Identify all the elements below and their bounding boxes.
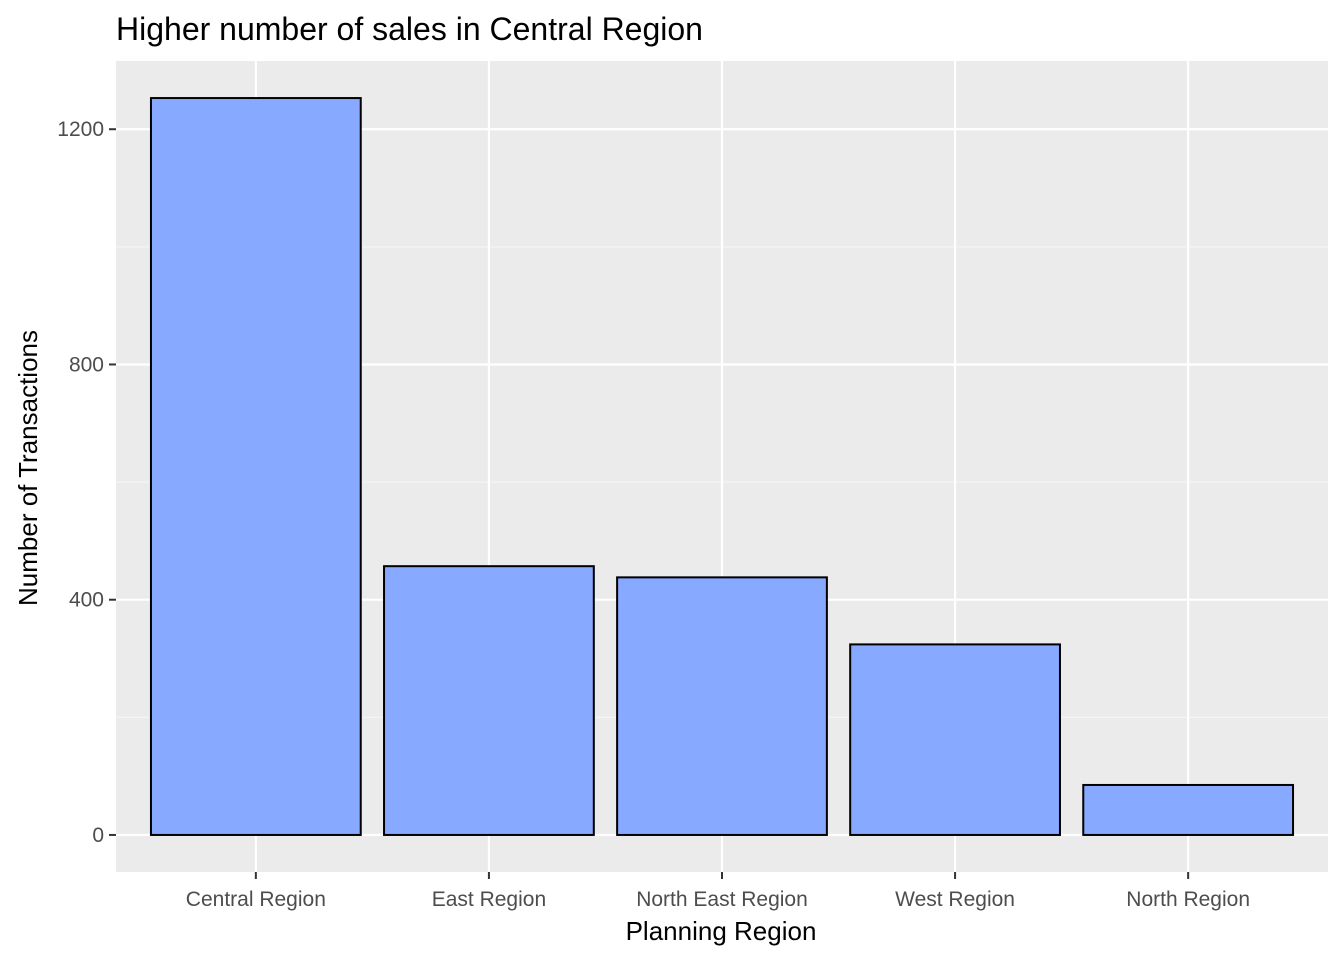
bar xyxy=(1082,783,1295,836)
x-tick-label: Central Region xyxy=(186,888,326,911)
bar xyxy=(616,576,828,836)
bar xyxy=(849,643,1061,836)
y-tick-label: 800 xyxy=(69,353,104,376)
y-axis: 0 400 800 1200 xyxy=(57,118,116,847)
x-tick-label: West Region xyxy=(895,888,1015,911)
x-tick-label: North East Region xyxy=(636,888,808,911)
y-tick-label: 0 xyxy=(92,824,104,847)
bars xyxy=(149,97,1295,836)
bar xyxy=(383,565,595,836)
bar xyxy=(149,97,362,836)
y-axis-title: Number of Transactions xyxy=(13,330,43,606)
y-tick-label: 1200 xyxy=(57,118,104,141)
chart-title: Higher number of sales in Central Region xyxy=(116,11,703,47)
x-axis: Central Region East Region North East Regi… xyxy=(186,872,1250,911)
x-tick-label: North Region xyxy=(1126,888,1250,911)
y-tick-label: 400 xyxy=(69,589,104,612)
x-tick-label: East Region xyxy=(432,888,546,911)
x-axis-title: Planning Region xyxy=(626,916,817,946)
